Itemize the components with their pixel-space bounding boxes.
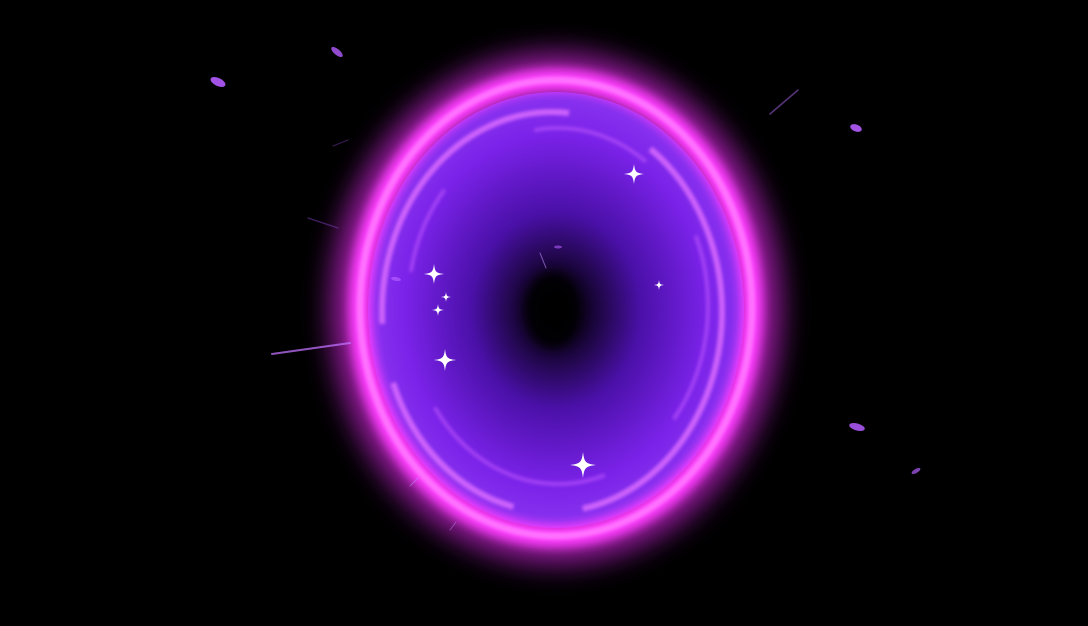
streak-line <box>271 342 351 355</box>
particle-icon <box>850 124 862 132</box>
portal-core <box>525 272 581 348</box>
particle-icon <box>210 77 226 87</box>
portal-ring-core <box>356 76 756 540</box>
particle-icon <box>911 467 921 475</box>
particle-icon <box>391 276 401 282</box>
particle-icon <box>554 245 562 249</box>
particles <box>210 46 921 475</box>
streak-line <box>539 252 547 269</box>
streaks <box>271 89 799 531</box>
streak-line <box>449 521 457 531</box>
streak-line <box>307 217 339 229</box>
portal-inner-ring-1 <box>379 109 725 515</box>
portal-inner-ring-2 <box>406 126 710 486</box>
streak-line <box>769 89 799 115</box>
particle-icon <box>331 46 343 58</box>
streak-line <box>409 477 419 487</box>
streak-line <box>332 139 349 147</box>
particle-icon <box>849 423 865 431</box>
